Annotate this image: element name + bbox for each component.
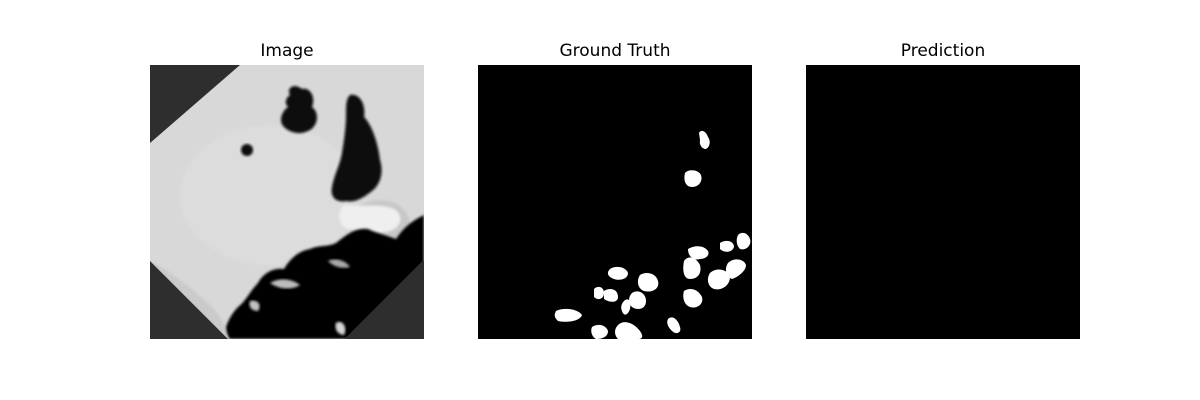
mask-blob: [621, 299, 631, 315]
dark-region-blob-1: [281, 86, 317, 134]
mask-blob: [615, 322, 643, 339]
mask-blob: [707, 269, 730, 290]
dark-region-dot: [241, 144, 253, 156]
mask-blob: [736, 232, 751, 250]
mask-blob: [629, 291, 646, 309]
prediction-panel: [806, 65, 1080, 339]
ground-truth-panel: [478, 65, 752, 339]
panel-title-prediction: Prediction: [900, 41, 986, 61]
prediction-background: [806, 65, 1080, 339]
input-image-panel: [150, 65, 424, 339]
mask-blobs: [554, 130, 751, 339]
mask-blob: [637, 273, 659, 292]
dark-region-blob-2: [331, 94, 382, 202]
dark-region-mass: [226, 215, 424, 339]
mask-blob: [684, 170, 702, 187]
mask-blob: [720, 240, 734, 252]
mask-blob: [594, 286, 604, 300]
mask-blob: [683, 289, 703, 308]
mask-blob: [683, 257, 701, 279]
mask-blob: [607, 266, 628, 280]
mask-blob: [591, 324, 608, 339]
ground-truth-mask: [478, 65, 752, 339]
input-image: [150, 65, 424, 339]
prediction-mask: [806, 65, 1080, 339]
mask-blob: [688, 246, 709, 260]
panel-title-ground-truth: Ground Truth: [559, 41, 671, 61]
mask-blob: [725, 259, 746, 279]
mask-blob: [604, 289, 618, 302]
mask-blob: [699, 130, 710, 149]
mask-blob: [554, 308, 582, 322]
panel-title-image: Image: [260, 41, 314, 61]
mask-blob: [667, 317, 681, 334]
